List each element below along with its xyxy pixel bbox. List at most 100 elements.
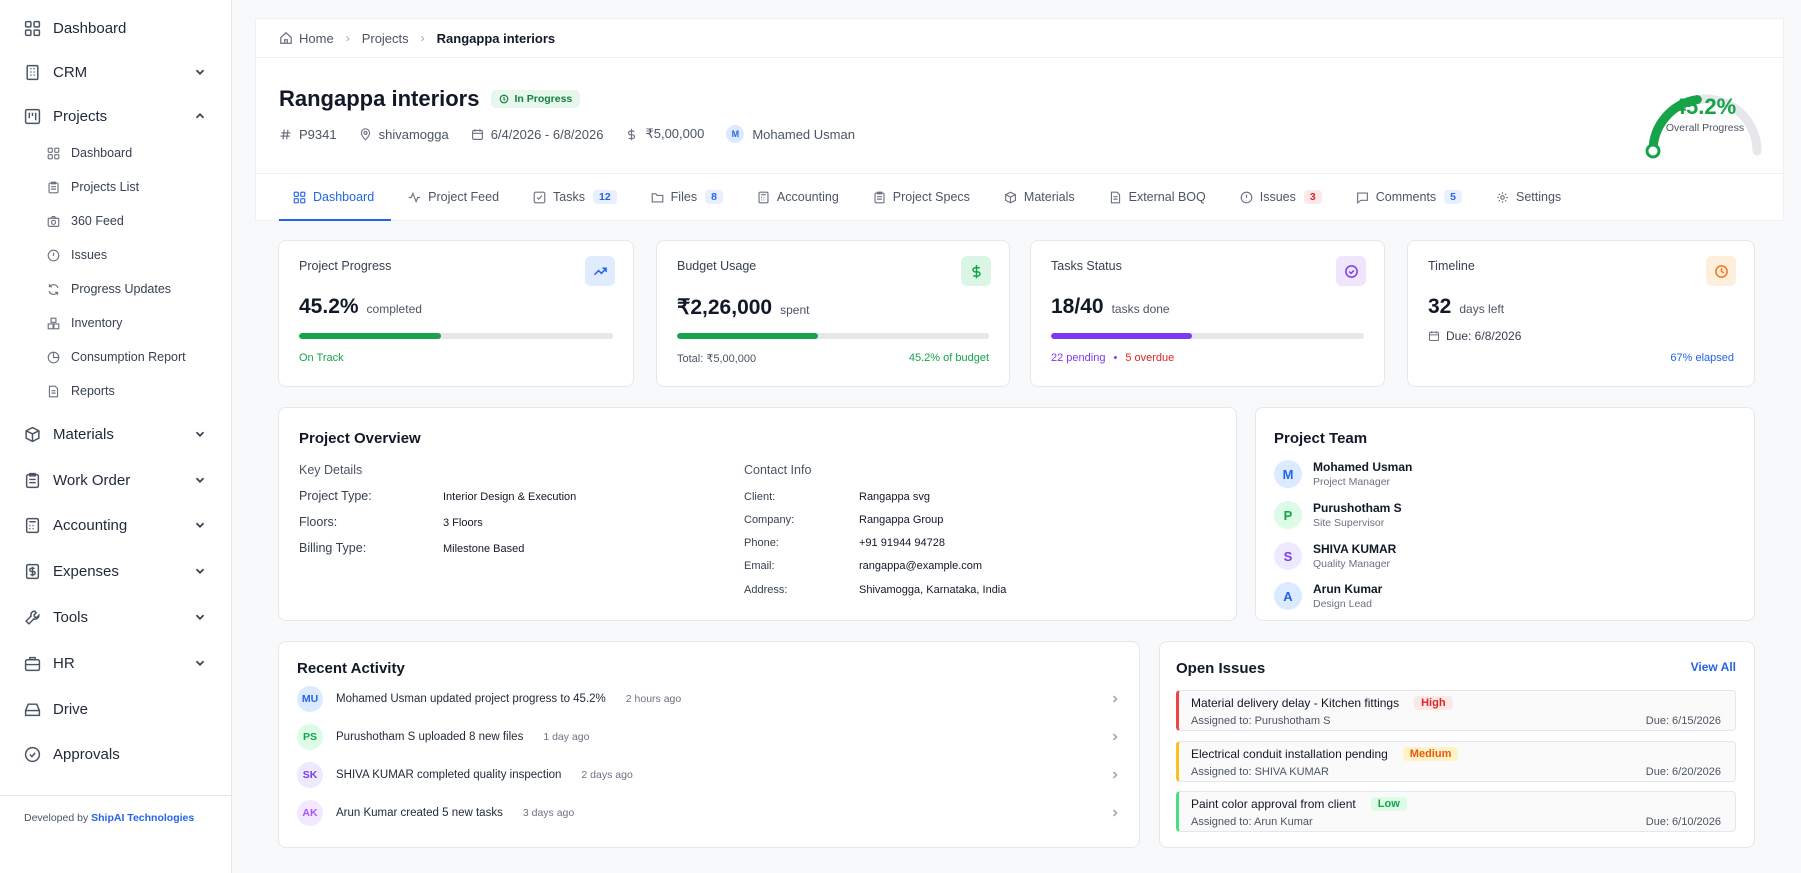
- alert-circle-icon: [47, 249, 60, 261]
- issue-item[interactable]: Electrical conduit installation pending M…: [1176, 741, 1736, 782]
- message-square-icon: [1356, 191, 1368, 204]
- subnav-issues[interactable]: Issues: [0, 240, 231, 270]
- tab-materials[interactable]: Materials: [987, 174, 1092, 220]
- project-meta: P9341 shivamogga 6/4/2026 - 6/8/2026 ₹5,…: [279, 125, 1783, 143]
- subnav-inventory[interactable]: Inventory: [0, 308, 231, 338]
- activity-time: 3 days ago: [522, 807, 575, 819]
- stat-unit: tasks done: [1111, 302, 1170, 316]
- member-name: Mohamed Usman: [1313, 460, 1413, 474]
- stat-title: Timeline: [1428, 259, 1475, 273]
- sidebar-footer: Developed by ShipAI Technologies: [0, 795, 231, 840]
- team-member[interactable]: S SHIVA KUMAR Quality Manager: [1274, 542, 1396, 570]
- avatar: P: [1274, 501, 1302, 529]
- home-icon: [280, 31, 292, 44]
- sidebar-item-accounting[interactable]: Accounting: [0, 507, 231, 543]
- activity-item[interactable]: MU Mohamed Usman updated project progres…: [297, 684, 1121, 714]
- tab-external-boq[interactable]: External BOQ: [1092, 174, 1223, 220]
- tab-label: Issues: [1259, 190, 1296, 204]
- issue-item[interactable]: Paint color approval from client Low Assi…: [1176, 791, 1736, 832]
- subnav-consumption-report[interactable]: Consumption Report: [0, 342, 231, 372]
- tab-accounting[interactable]: Accounting: [740, 174, 856, 220]
- sidebar-item-projects[interactable]: Projects: [0, 98, 231, 134]
- footer-brand-link[interactable]: ShipAI Technologies: [91, 812, 195, 824]
- clipboard-list-icon: [25, 472, 40, 488]
- sidebar-item-tools[interactable]: Tools: [0, 599, 231, 635]
- progress-gauge: 45.2% Overall Progress: [1635, 74, 1775, 164]
- alert-circle-icon: [1240, 191, 1253, 203]
- stat-note: On Track: [299, 352, 344, 364]
- issue-title: Paint color approval from client: [1191, 797, 1356, 811]
- sidebar-item-label: Materials: [53, 425, 114, 443]
- stat-icon-box: [1336, 256, 1366, 286]
- tab-files[interactable]: Files 8: [634, 174, 740, 220]
- stat-value: ₹2,26,000: [677, 296, 773, 319]
- tab-settings[interactable]: Settings: [1479, 174, 1578, 220]
- subnav-reports[interactable]: Reports: [0, 376, 231, 406]
- tab-dashboard[interactable]: Dashboard: [279, 174, 392, 221]
- breadcrumb-home[interactable]: Home: [299, 30, 334, 46]
- tab-count-badge: 8: [705, 190, 723, 204]
- sidebar-item-dashboard[interactable]: Dashboard: [0, 10, 231, 46]
- tab-label: Tasks: [553, 190, 585, 204]
- team-member[interactable]: P Purushotham S Site Supervisor: [1274, 501, 1402, 529]
- activity-item[interactable]: AK Arun Kumar created 5 new tasks 3 days…: [297, 798, 1121, 828]
- tab-issues[interactable]: Issues 3: [1223, 174, 1339, 220]
- member-role: Project Manager: [1313, 476, 1391, 488]
- sidebar-item-materials[interactable]: Materials: [0, 416, 231, 452]
- card-title: Project Team: [1274, 430, 1368, 447]
- activity-time: 2 hours ago: [625, 693, 682, 705]
- subnav-360-feed[interactable]: 360 Feed: [0, 206, 231, 236]
- breadcrumb-separator-icon: ›: [345, 31, 350, 45]
- chevron-right-icon: [1112, 695, 1118, 703]
- sidebar-item-expenses[interactable]: Expenses: [0, 553, 231, 589]
- subnav-projects-list[interactable]: Projects List: [0, 172, 231, 202]
- wrench-icon: [25, 609, 40, 625]
- member-name: SHIVA KUMAR: [1313, 542, 1397, 556]
- tab-project-specs[interactable]: Project Specs: [856, 174, 987, 220]
- tab-tasks[interactable]: Tasks 12: [516, 174, 634, 220]
- activity-item[interactable]: SK SHIVA KUMAR completed quality inspect…: [297, 760, 1121, 790]
- chevron-down-icon: [195, 522, 205, 528]
- stat-icon-box: [585, 256, 615, 286]
- tasks-bar: [1051, 333, 1364, 339]
- stat-card-timeline: Timeline 32 days left Due: 6/8/2026 67% e…: [1407, 240, 1755, 387]
- view-all-link[interactable]: View All: [1690, 660, 1736, 674]
- tab-comments[interactable]: Comments 5: [1339, 174, 1479, 220]
- refresh-icon: [48, 283, 59, 295]
- subnav-dashboard[interactable]: Dashboard: [0, 138, 231, 168]
- tab-project-feed[interactable]: Project Feed: [391, 174, 516, 220]
- breadcrumb-projects[interactable]: Projects: [361, 30, 409, 46]
- sidebar-item-label: Dashboard: [53, 19, 127, 37]
- sidebar-item-approvals[interactable]: Approvals: [0, 736, 231, 772]
- project-location: shivamogga: [378, 126, 449, 142]
- check-circle-icon: [1344, 264, 1358, 278]
- avatar: PS: [297, 724, 323, 750]
- subnav-label: Reports: [71, 384, 115, 398]
- contact-value: Shivamogga, Karnataka, India: [859, 584, 1007, 596]
- activity-text: Mohamed Usman updated project progress t…: [336, 693, 606, 705]
- sidebar-item-crm[interactable]: CRM: [0, 54, 231, 90]
- team-member[interactable]: A Arun Kumar Design Lead: [1274, 582, 1382, 610]
- tasks-overdue: 5 overdue: [1125, 352, 1175, 364]
- activity-item[interactable]: PS Purushotham S uploaded 8 new files 1 …: [297, 722, 1121, 752]
- member-name: Arun Kumar: [1313, 582, 1383, 596]
- sidebar-item-hr[interactable]: HR: [0, 645, 231, 681]
- project-header: Rangappa interiors In Progress P9341 shi…: [256, 58, 1783, 174]
- stat-unit: completed: [366, 302, 422, 316]
- status-label: In Progress: [514, 93, 573, 105]
- trending-up-icon: [593, 266, 607, 275]
- sidebar-item-work-order[interactable]: Work Order: [0, 462, 231, 498]
- stat-card-progress: Project Progress 45.2% completed On Track: [278, 240, 634, 387]
- contact-value: rangappa@example.com: [859, 560, 983, 572]
- issue-item[interactable]: Material delivery delay - Kitchen fittin…: [1176, 690, 1736, 731]
- separator-dot: •: [1113, 352, 1118, 364]
- stat-icon-box: [961, 256, 991, 286]
- kanban-icon: [24, 108, 41, 124]
- sidebar-item-label: Projects: [53, 107, 108, 125]
- sidebar-item-label: Work Order: [53, 471, 131, 489]
- subnav-progress-updates[interactable]: Progress Updates: [0, 274, 231, 304]
- avatar: MU: [297, 686, 323, 712]
- team-member[interactable]: M Mohamed Usman Project Manager: [1274, 460, 1412, 488]
- sidebar-item-drive[interactable]: Drive: [0, 691, 231, 727]
- activity-text: SHIVA KUMAR completed quality inspection: [336, 769, 562, 781]
